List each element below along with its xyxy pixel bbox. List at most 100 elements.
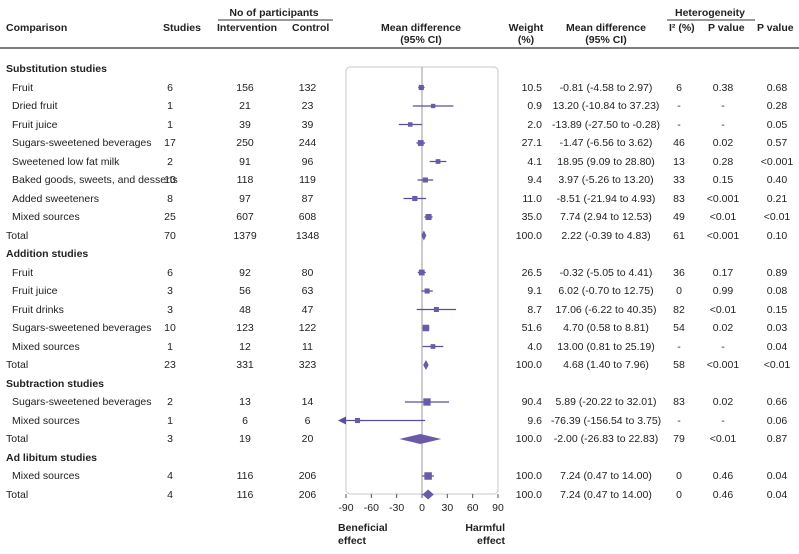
section-heading: Substitution studies — [6, 63, 107, 75]
estimate-marker — [430, 344, 436, 349]
x-tick-label: -90 — [338, 502, 353, 514]
p-het-cell: 0.38 — [712, 81, 734, 94]
estimate-marker — [435, 159, 441, 164]
p-value-cell: 0.89 — [766, 266, 788, 279]
intervention-cell: 12 — [239, 340, 251, 353]
intervention-cell: 48 — [239, 303, 251, 316]
p-het-cell: - — [721, 118, 725, 131]
i2-cell: - — [677, 340, 681, 353]
control-cell: 206 — [298, 488, 317, 501]
md-ci-cell: 4.68 (1.40 to 7.96) — [563, 359, 649, 371]
row-label: Fruit juice — [12, 118, 58, 131]
studies-cell: 1 — [167, 100, 173, 112]
i2-cell: 33 — [673, 174, 685, 186]
control-cell: 80 — [301, 266, 314, 279]
p-het-cell: <0.001 — [706, 359, 740, 371]
total-label: Total — [6, 433, 29, 445]
row-label: Mixed sources — [12, 340, 80, 353]
col-header-i2: I² (%) — [669, 22, 695, 34]
row-label: Mixed sources — [12, 470, 80, 482]
x-tick-label: 90 — [492, 502, 504, 514]
total-label: Total — [6, 359, 29, 371]
control-cell: 132 — [298, 81, 317, 94]
col-header-p-value: P value — [757, 22, 794, 34]
studies-cell: 4 — [167, 488, 173, 501]
weight-cell: 100.0 — [515, 229, 542, 242]
row-label: Sugars-sweetened beverages — [12, 137, 152, 149]
estimate-marker — [422, 177, 428, 183]
control-cell: 96 — [301, 155, 314, 168]
p-value-cell: 0.04 — [766, 470, 788, 482]
studies-cell: 25 — [164, 211, 176, 223]
md-ci-cell: 7.74 (2.94 to 12.53) — [560, 211, 652, 223]
ci-arrow — [338, 416, 346, 425]
row-label: Sweetened low fat milk — [12, 155, 120, 168]
estimate-marker — [412, 195, 418, 202]
x-tick-label: 30 — [441, 502, 453, 514]
x-tick-label: -60 — [364, 502, 379, 514]
studies-cell: 6 — [167, 266, 173, 279]
i2-cell: 36 — [673, 266, 685, 279]
control-cell: 47 — [301, 303, 314, 316]
row-label: Mixed sources — [12, 414, 80, 427]
intervention-cell: 91 — [239, 155, 251, 168]
p-het-cell: 0.15 — [712, 174, 734, 186]
p-het-cell: 0.28 — [712, 155, 734, 168]
i2-cell: - — [677, 118, 681, 131]
i2-cell: 6 — [676, 81, 682, 94]
intervention-cell: 331 — [236, 359, 254, 371]
row-label: Sugars-sweetened beverages — [12, 322, 152, 334]
col-header-studies: Studies — [163, 22, 201, 34]
p-value-cell: 0.05 — [766, 118, 788, 131]
intervention-cell: 13 — [239, 396, 251, 408]
control-cell: 39 — [301, 118, 314, 131]
p-het-cell: 0.46 — [712, 470, 734, 482]
x-tick-label: 60 — [467, 502, 479, 514]
row-label: Fruit — [12, 81, 33, 94]
i2-cell: 0 — [676, 488, 682, 501]
control-cell: 119 — [299, 174, 316, 186]
col-header-p-value-het: P value — [708, 22, 745, 34]
control-cell: 122 — [298, 322, 317, 334]
weight-cell: 4.0 — [527, 340, 542, 353]
studies-cell: 3 — [167, 285, 173, 297]
total-label: Total — [6, 488, 29, 501]
md-ci-cell: -13.89 (-27.50 to -0.28) — [552, 118, 660, 131]
p-value-cell: 0.03 — [766, 322, 788, 334]
col-header-heterogeneity: Heterogeneity — [674, 7, 746, 19]
p-value-cell: 0.08 — [766, 285, 788, 297]
i2-cell: 83 — [673, 192, 685, 205]
p-value-cell: 0.06 — [766, 414, 788, 427]
col-header-weight: Weight — [508, 22, 544, 34]
md-ci-cell: 2.22 (-0.39 to 4.83) — [561, 229, 651, 242]
footer-harmful-effect: effect — [476, 535, 505, 547]
weight-cell: 10.5 — [521, 81, 542, 94]
p-het-cell: <0.001 — [706, 229, 740, 242]
p-het-cell: <0.01 — [709, 433, 737, 445]
md-ci-cell: 6.02 (-0.70 to 12.75) — [558, 285, 654, 297]
weight-cell: 11.0 — [522, 192, 542, 205]
col-header-mean-difference: Mean difference — [381, 22, 461, 34]
col-header-control: Control — [292, 22, 330, 34]
i2-cell: 0 — [676, 285, 682, 297]
md-ci-cell: 5.89 (-20.22 to 32.01) — [555, 396, 657, 408]
i2-cell: 54 — [673, 322, 685, 334]
p-value-cell: <0.001 — [760, 155, 794, 168]
estimate-marker — [354, 417, 361, 424]
row-label: Added sweeteners — [12, 192, 99, 205]
weight-cell: 9.1 — [527, 285, 542, 297]
estimate-marker — [425, 213, 432, 221]
intervention-cell: 97 — [239, 192, 251, 205]
p-value-cell: <0.01 — [763, 359, 791, 371]
studies-cell: 1 — [167, 340, 173, 353]
weight-cell: 26.5 — [521, 266, 542, 279]
control-cell: 20 — [301, 433, 314, 445]
p-value-cell: <0.01 — [763, 211, 791, 223]
control-cell: 1348 — [295, 229, 320, 242]
intervention-cell: 156 — [236, 81, 254, 94]
weight-cell: 8.7 — [527, 303, 542, 316]
p-het-cell: <0.01 — [709, 211, 737, 223]
footer-harmful: Harmful — [465, 522, 505, 534]
p-het-cell: <0.01 — [709, 303, 737, 316]
